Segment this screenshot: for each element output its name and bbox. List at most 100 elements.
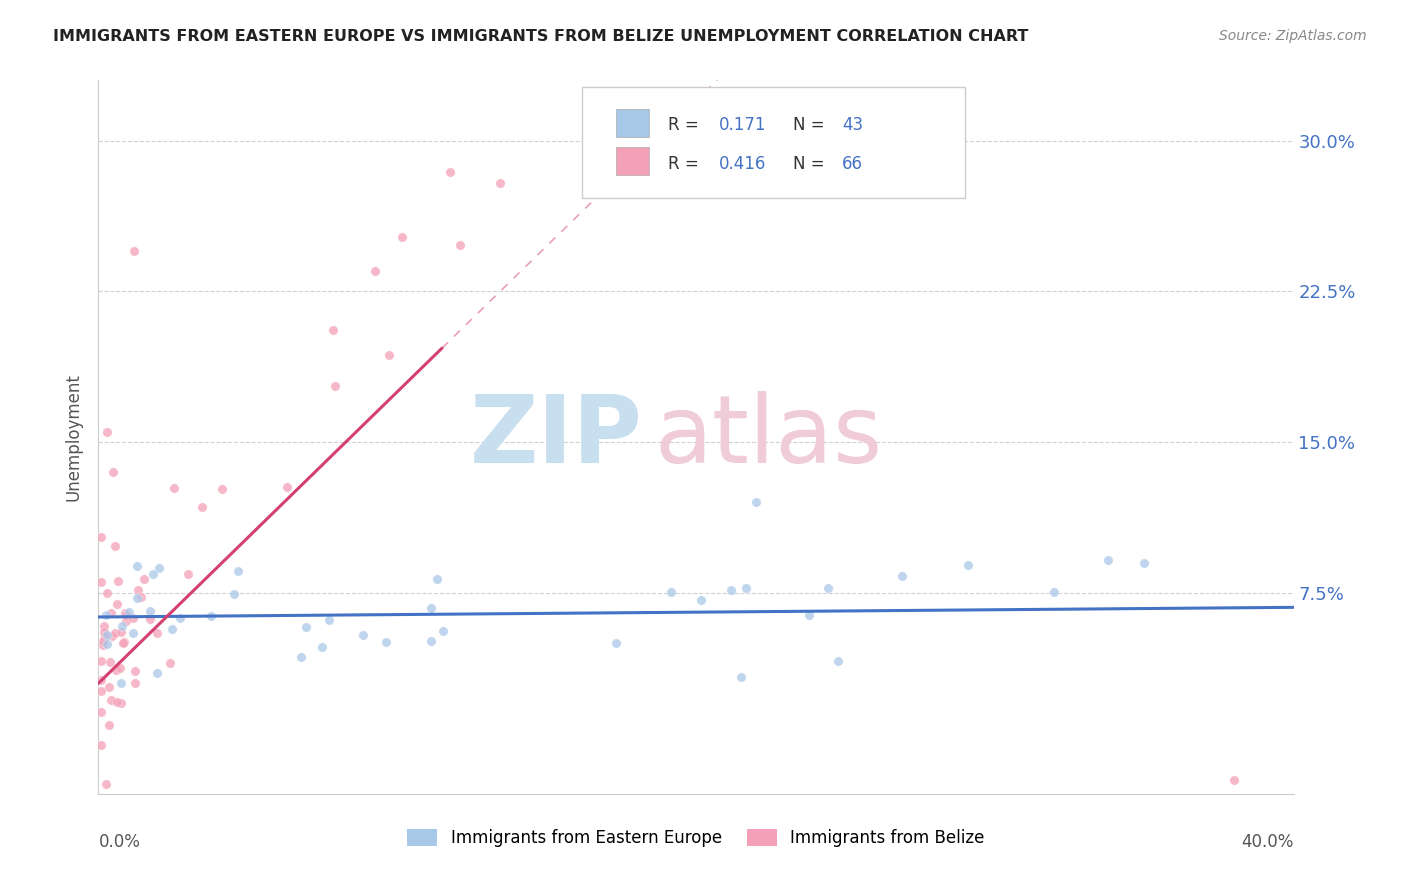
- Point: [323, 379, 346, 393]
- Text: Source: ZipAtlas.com: Source: ZipAtlas.com: [1219, 29, 1367, 43]
- Point: [200, 609, 222, 624]
- Point: [90, 530, 112, 544]
- Point: [97, 718, 120, 732]
- Point: [177, 567, 200, 582]
- Point: [420, 633, 443, 648]
- Point: [122, 611, 145, 625]
- Point: [127, 591, 149, 606]
- Text: 0.0%: 0.0%: [98, 833, 141, 851]
- FancyBboxPatch shape: [582, 87, 965, 198]
- Point: [138, 612, 160, 626]
- Point: [439, 165, 461, 179]
- FancyBboxPatch shape: [616, 109, 650, 137]
- Point: [96, 425, 118, 439]
- Point: [98, 655, 121, 669]
- Point: [391, 230, 413, 244]
- Point: [112, 635, 135, 649]
- Point: [449, 237, 471, 252]
- Text: 0.416: 0.416: [718, 155, 766, 173]
- Y-axis label: Unemployment: Unemployment: [65, 373, 83, 501]
- Point: [661, 584, 683, 599]
- Point: [745, 495, 768, 509]
- Point: [108, 661, 131, 675]
- Point: [93, 619, 115, 633]
- Text: R =: R =: [668, 116, 704, 134]
- Point: [107, 574, 129, 588]
- Point: [94, 607, 117, 622]
- Point: [127, 559, 149, 574]
- Point: [96, 637, 118, 651]
- Point: [890, 569, 912, 583]
- Point: [146, 665, 169, 680]
- Point: [318, 613, 340, 627]
- Point: [115, 608, 138, 623]
- Point: [290, 650, 312, 665]
- Point: [103, 465, 125, 479]
- Point: [148, 560, 170, 574]
- Point: [1133, 556, 1156, 570]
- Point: [364, 264, 387, 278]
- Point: [104, 540, 127, 554]
- Point: [105, 694, 128, 708]
- Point: [118, 605, 141, 619]
- Point: [605, 636, 627, 650]
- Point: [160, 622, 183, 636]
- Point: [626, 134, 648, 148]
- Point: [211, 482, 233, 496]
- Point: [378, 348, 401, 362]
- Text: 66: 66: [842, 155, 863, 173]
- Text: R =: R =: [668, 155, 704, 173]
- Point: [432, 624, 454, 639]
- Point: [124, 244, 146, 259]
- Point: [295, 620, 318, 634]
- Point: [142, 566, 165, 581]
- Point: [222, 587, 245, 601]
- Point: [787, 134, 810, 148]
- Point: [98, 680, 121, 694]
- Point: [596, 134, 619, 148]
- Point: [817, 582, 839, 596]
- Point: [114, 606, 136, 620]
- Point: [654, 134, 676, 148]
- Point: [689, 593, 711, 607]
- Text: N =: N =: [793, 116, 830, 134]
- Point: [93, 625, 115, 640]
- Text: 43: 43: [842, 116, 863, 134]
- Point: [1043, 584, 1066, 599]
- Text: ZIP: ZIP: [470, 391, 643, 483]
- Point: [91, 634, 114, 648]
- Point: [111, 618, 134, 632]
- Point: [735, 582, 758, 596]
- Point: [100, 629, 122, 643]
- Point: [827, 654, 849, 668]
- Point: [124, 676, 146, 690]
- Point: [375, 635, 398, 649]
- Point: [124, 665, 146, 679]
- Point: [352, 628, 374, 642]
- Point: [129, 590, 152, 604]
- Point: [598, 134, 620, 148]
- FancyBboxPatch shape: [616, 146, 650, 175]
- Point: [191, 500, 214, 515]
- Point: [90, 738, 112, 752]
- Point: [956, 558, 979, 572]
- Point: [730, 669, 752, 683]
- Point: [228, 564, 250, 578]
- Point: [668, 134, 690, 148]
- Legend: Immigrants from Eastern Europe, Immigrants from Belize: Immigrants from Eastern Europe, Immigran…: [401, 822, 991, 854]
- Point: [110, 624, 132, 639]
- Point: [169, 611, 191, 625]
- Point: [90, 574, 112, 589]
- Point: [115, 614, 138, 628]
- Point: [90, 684, 112, 698]
- Point: [96, 777, 118, 791]
- Point: [96, 586, 118, 600]
- Point: [720, 582, 742, 597]
- Point: [96, 628, 118, 642]
- Point: [426, 572, 449, 586]
- Point: [322, 323, 344, 337]
- Text: IMMIGRANTS FROM EASTERN EUROPE VS IMMIGRANTS FROM BELIZE UNEMPLOYMENT CORRELATIO: IMMIGRANTS FROM EASTERN EUROPE VS IMMIGR…: [53, 29, 1029, 44]
- Point: [132, 572, 155, 586]
- Point: [127, 583, 149, 598]
- Point: [110, 676, 132, 690]
